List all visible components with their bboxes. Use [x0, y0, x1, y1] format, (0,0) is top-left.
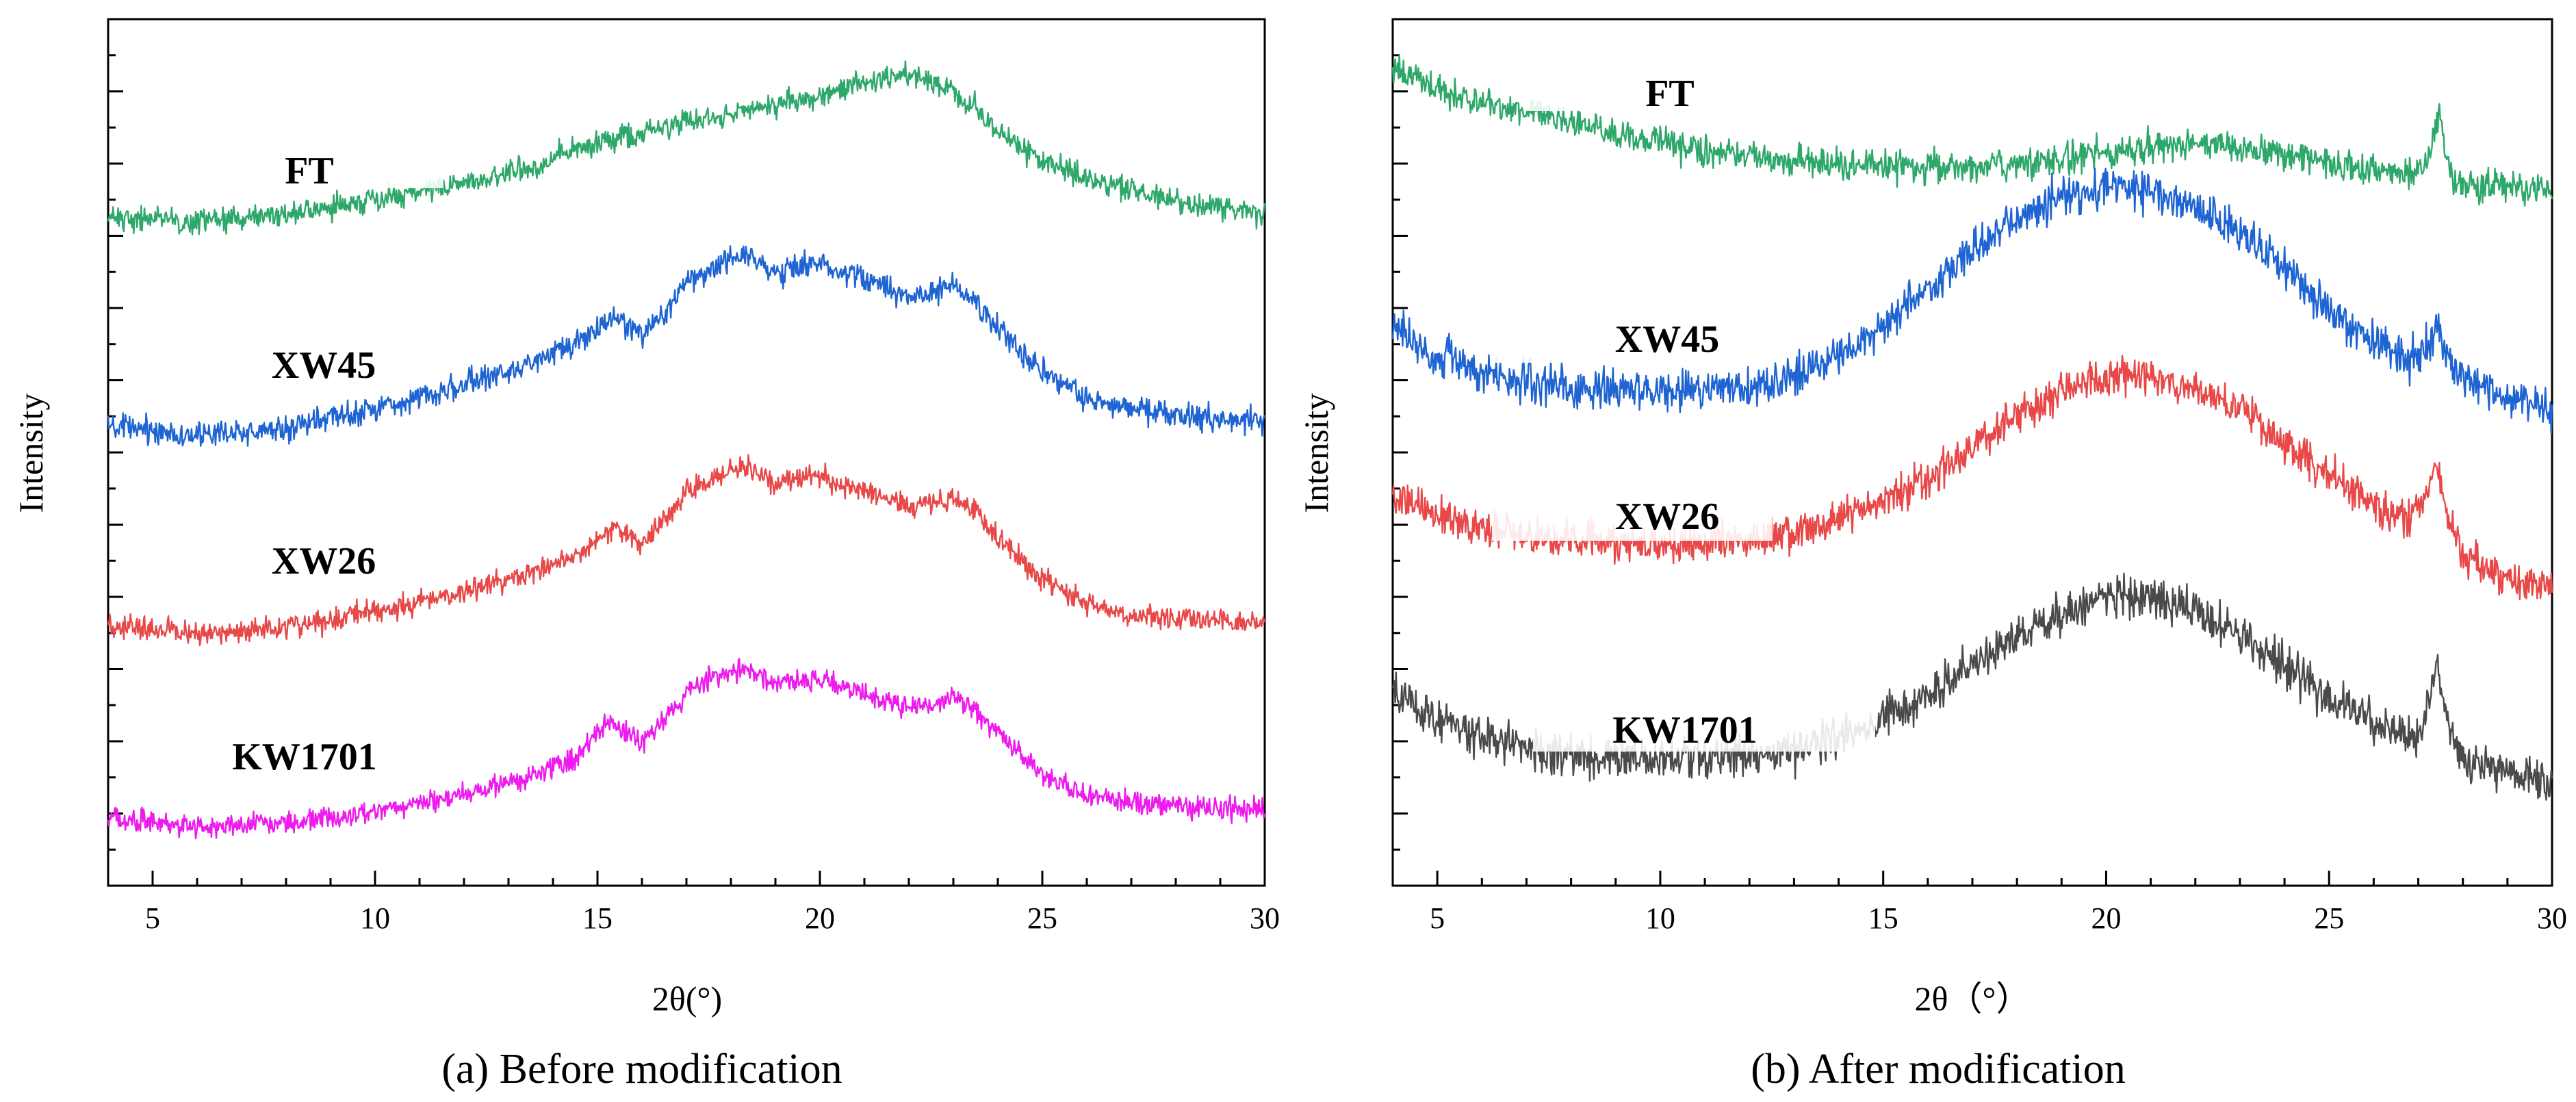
series-line-xw45-a — [107, 245, 1266, 447]
series-label-ft-b: FT — [1645, 73, 1695, 115]
x-tick-label-a-25: 25 — [1027, 901, 1057, 935]
series-label-kw1701-a: KW1701 — [232, 736, 377, 778]
series-label-kw1701-b: KW1701 — [1612, 709, 1757, 752]
series-line-kw1701-a — [107, 658, 1266, 840]
series-line-xw26-a — [107, 454, 1266, 647]
series-label-xw26-b: XW26 — [1615, 496, 1719, 538]
series-label-ft-a: FT — [285, 150, 334, 192]
y-axis-label-b: Intensity — [1297, 394, 1335, 513]
x-tick-label-a-5: 5 — [145, 901, 160, 935]
x-tick-label-b-20: 20 — [2091, 901, 2121, 935]
chart-panel-a: 5 10 15 20 25 30 FT XW45 XW26 KW1701 2θ(°) In… — [12, 18, 1280, 1092]
series-label-xw45-a: XW45 — [272, 344, 376, 387]
label-mask-xw26-b — [1492, 493, 1773, 541]
label-mask-xw45-a — [142, 339, 423, 387]
series-line-xw45-b — [1391, 167, 2553, 435]
series-label-xw45-b: XW45 — [1615, 318, 1719, 361]
series-group-a — [107, 60, 1266, 840]
series-group-b — [1391, 53, 2553, 801]
x-axis-label-b: 2θ（°） — [1915, 979, 2031, 1018]
caption-b: (b) After modification — [1751, 1046, 2126, 1092]
x-axis-label-a: 2θ(°) — [652, 979, 722, 1018]
x-tick-label-a-15: 15 — [582, 901, 613, 935]
label-mask-ft-a — [177, 140, 443, 188]
series-line-ft-a — [107, 60, 1266, 235]
x-tick-label-a-10: 10 — [360, 901, 390, 935]
x-tick-label-b-25: 25 — [2314, 901, 2344, 935]
axis-ticks-b: 5 10 15 20 25 30 — [1393, 54, 2567, 935]
chart-panel-b: 5 10 15 20 25 30 FT XW45 XW26 KW1701 2θ（°） In… — [1297, 18, 2567, 1092]
x-tick-label-b-15: 15 — [1868, 901, 1898, 935]
series-line-ft-b — [1391, 53, 2553, 207]
series-label-xw26-a: XW26 — [272, 540, 376, 582]
axis-ticks-a: 5 10 15 20 25 30 — [108, 54, 1280, 935]
x-tick-label-a-30: 30 — [1250, 901, 1280, 935]
x-tick-label-b-10: 10 — [1645, 901, 1675, 935]
label-mask-kw1701-a — [136, 732, 416, 780]
label-mask-xw45-b — [1492, 315, 1773, 363]
x-tick-label-a-20: 20 — [805, 901, 835, 935]
x-tick-label-b-5: 5 — [1430, 901, 1445, 935]
y-axis-label-a: Intensity — [12, 394, 50, 513]
series-labels-b: FT XW45 XW26 KW1701 — [1492, 63, 1875, 752]
x-tick-label-b-30: 30 — [2537, 901, 2567, 935]
caption-a: (a) Before modification — [441, 1046, 842, 1092]
series-labels-a: FT XW45 XW26 KW1701 — [136, 140, 443, 780]
series-line-kw1701-b — [1391, 572, 2553, 801]
label-mask-kw1701-b — [1533, 704, 1875, 752]
series-line-xw26-b — [1391, 355, 2553, 601]
label-mask-xw26-a — [142, 534, 423, 582]
label-mask-ft-b — [1526, 63, 1807, 111]
